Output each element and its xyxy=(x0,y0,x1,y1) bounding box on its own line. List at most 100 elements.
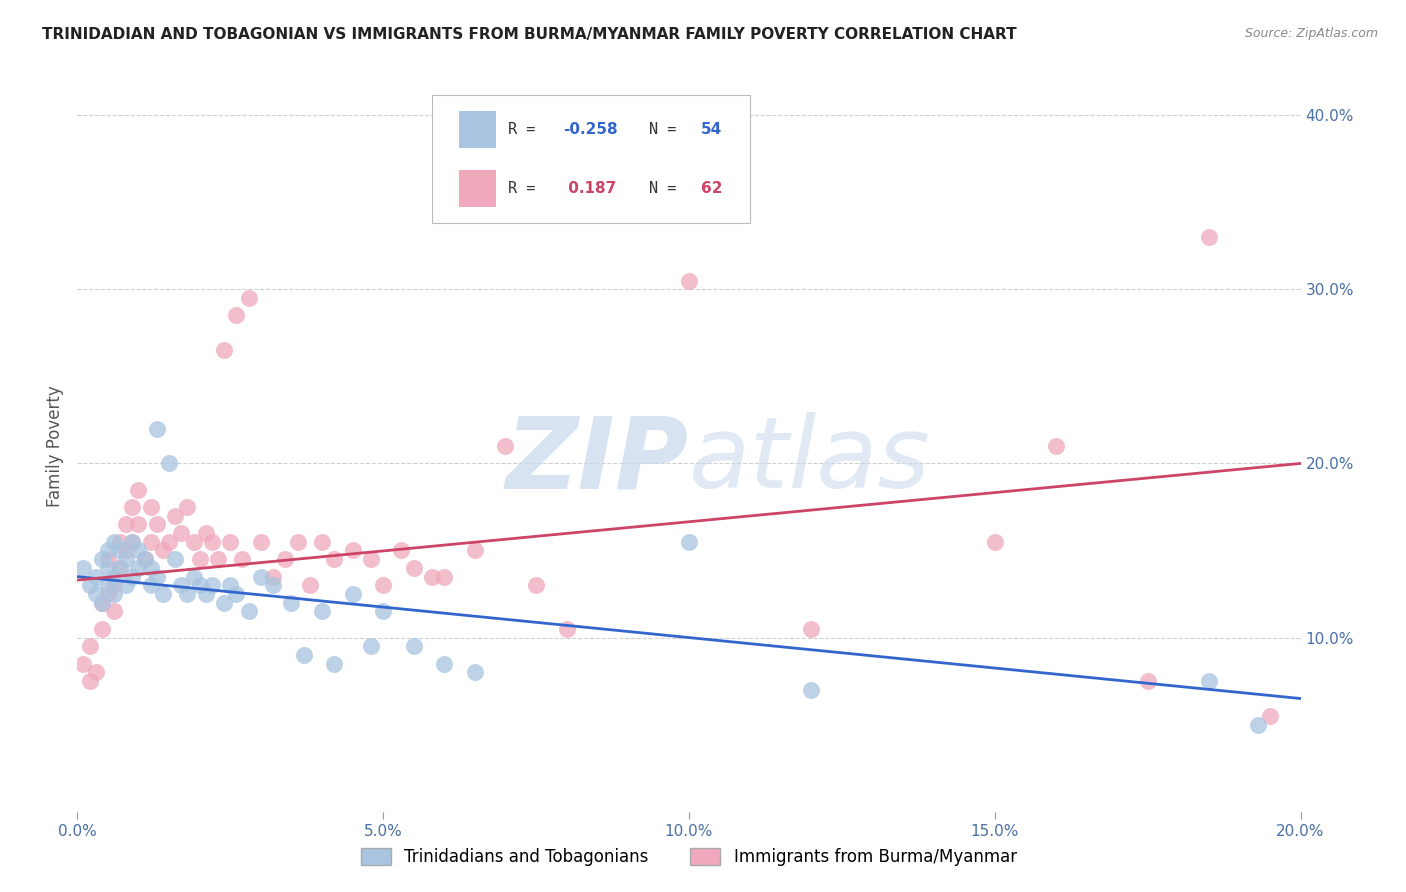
Point xyxy=(524,578,547,592)
Point xyxy=(115,543,138,558)
Point xyxy=(128,543,150,558)
Point xyxy=(219,578,242,592)
Point xyxy=(201,534,224,549)
Point xyxy=(108,543,131,558)
Point xyxy=(371,578,394,592)
Text: R =: R = xyxy=(508,181,544,196)
Point xyxy=(134,552,156,566)
Point xyxy=(103,587,125,601)
Point xyxy=(139,534,162,549)
FancyBboxPatch shape xyxy=(458,170,496,207)
Point xyxy=(262,578,284,592)
Point xyxy=(323,552,346,566)
Point xyxy=(1258,709,1281,723)
Point xyxy=(146,569,169,583)
Point xyxy=(115,517,138,532)
Text: 62: 62 xyxy=(702,181,723,196)
Point xyxy=(108,534,131,549)
Point xyxy=(188,578,211,592)
Point xyxy=(194,587,217,601)
Point xyxy=(139,578,162,592)
Point xyxy=(103,578,125,592)
Point xyxy=(194,526,217,541)
Point xyxy=(79,674,101,689)
FancyBboxPatch shape xyxy=(432,95,751,223)
Point xyxy=(103,604,125,618)
Point xyxy=(391,543,413,558)
Point xyxy=(323,657,346,671)
Point xyxy=(128,483,150,497)
Point xyxy=(238,604,260,618)
Point xyxy=(1198,230,1220,244)
Point xyxy=(371,604,394,618)
Point xyxy=(176,500,198,514)
Point xyxy=(311,604,333,618)
Point xyxy=(298,578,321,592)
Point xyxy=(342,543,364,558)
Point xyxy=(146,517,169,532)
Point xyxy=(1198,674,1220,689)
Point xyxy=(134,552,156,566)
Point xyxy=(128,561,150,575)
Point xyxy=(84,665,107,680)
Point xyxy=(287,534,309,549)
Point xyxy=(115,578,138,592)
Point xyxy=(121,500,143,514)
Text: atlas: atlas xyxy=(689,412,931,509)
Point xyxy=(79,640,101,654)
Point xyxy=(342,587,364,601)
Point xyxy=(90,596,112,610)
Point xyxy=(115,552,138,566)
Point xyxy=(402,640,425,654)
Point xyxy=(146,421,169,435)
Point xyxy=(201,578,224,592)
Point xyxy=(984,534,1007,549)
Point xyxy=(72,561,94,575)
Y-axis label: Family Poverty: Family Poverty xyxy=(46,385,65,507)
Point xyxy=(139,500,162,514)
Point xyxy=(165,552,187,566)
Point xyxy=(238,291,260,305)
Point xyxy=(90,596,112,610)
Point xyxy=(250,534,273,549)
Point xyxy=(800,682,823,697)
Point xyxy=(219,534,242,549)
Point xyxy=(157,534,180,549)
Point xyxy=(128,517,150,532)
Point xyxy=(274,552,297,566)
Point xyxy=(170,578,193,592)
Point xyxy=(183,534,205,549)
Point xyxy=(464,665,486,680)
Point xyxy=(139,561,162,575)
Point xyxy=(108,561,131,575)
Point xyxy=(555,622,578,636)
FancyBboxPatch shape xyxy=(458,111,496,147)
Point xyxy=(152,543,174,558)
Point xyxy=(1045,439,1067,453)
Point xyxy=(108,561,131,575)
Text: N =: N = xyxy=(648,122,685,136)
Point xyxy=(360,640,382,654)
Point xyxy=(311,534,333,549)
Point xyxy=(207,552,229,566)
Text: -0.258: -0.258 xyxy=(562,122,617,136)
Point xyxy=(280,596,302,610)
Text: ZIP: ZIP xyxy=(506,412,689,509)
Point xyxy=(97,552,120,566)
Text: 0.187: 0.187 xyxy=(562,181,616,196)
Text: N =: N = xyxy=(648,181,685,196)
Point xyxy=(72,657,94,671)
Point xyxy=(90,622,112,636)
Point xyxy=(225,309,247,323)
Point xyxy=(433,569,456,583)
Point xyxy=(165,508,187,523)
Point xyxy=(79,578,101,592)
Point xyxy=(262,569,284,583)
Point xyxy=(464,543,486,558)
Point xyxy=(420,569,443,583)
Point xyxy=(84,569,107,583)
Point xyxy=(402,561,425,575)
Point xyxy=(1247,717,1270,731)
Point xyxy=(495,439,517,453)
Point xyxy=(678,274,700,288)
